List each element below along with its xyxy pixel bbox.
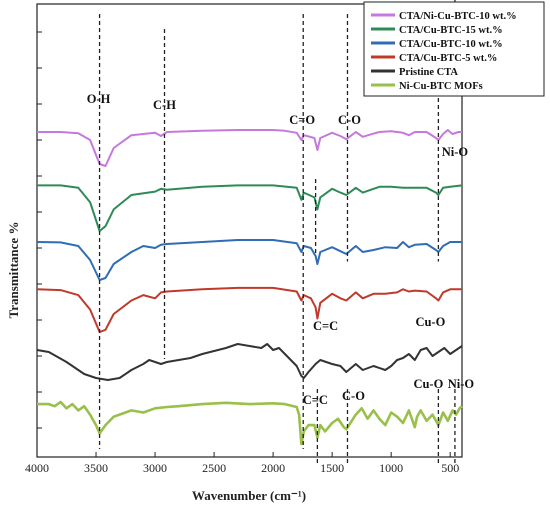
series-line bbox=[36, 286, 462, 333]
x-tick-label: 1500 bbox=[320, 461, 344, 475]
legend-label: CTA/Cu-BTC-10 wt.% bbox=[399, 39, 503, 50]
series-line bbox=[36, 343, 463, 381]
x-tick-label: 2000 bbox=[261, 461, 285, 475]
annotation-label: Cu-O bbox=[415, 315, 445, 329]
annotation-label: C-H bbox=[153, 98, 176, 112]
series-line bbox=[37, 129, 462, 167]
x-tick-label: 1000 bbox=[379, 461, 403, 475]
x-axis-title: Wavenumber (cm⁻¹) bbox=[192, 488, 306, 503]
legend-box bbox=[363, 1, 545, 97]
legend: CTA/Ni-Cu-BTC-10 wt.% CTA/Cu-BTC-15 wt.% C… bbox=[363, 1, 545, 97]
legend-label: Pristine CTA bbox=[399, 67, 458, 78]
legend-label: CTA/Cu-BTC-15 wt.% bbox=[399, 25, 503, 36]
legend-label: CTA/Cu-BTC-5 wt.% bbox=[399, 53, 497, 64]
series-line bbox=[36, 239, 462, 281]
legend-label: CTA/Ni-Cu-BTC-10 wt.% bbox=[399, 11, 517, 22]
annotation-label: C=C bbox=[313, 319, 338, 333]
x-tick-label: 500 bbox=[441, 461, 459, 475]
annotations-group: O-H C-H C=O C-O Ni-O C=C Cu-O C=C C-O Cu-O Ni-O bbox=[87, 0, 475, 464]
series-group bbox=[36, 129, 463, 446]
x-tick-label: 4000 bbox=[25, 461, 49, 475]
annotation-label: C=O bbox=[289, 113, 315, 127]
series-line bbox=[37, 184, 463, 232]
x-tick-label: 3000 bbox=[143, 461, 167, 475]
annotation-label: C=C bbox=[303, 393, 328, 407]
x-ticks: 4000 3500 3000 2500 2000 1500 1000 500 bbox=[25, 452, 459, 475]
annotation-label: Ni-O bbox=[448, 377, 475, 391]
legend-label: Ni-Cu-BTC MOFs bbox=[399, 81, 483, 92]
annotation-label: Cu-O bbox=[413, 377, 443, 391]
series-line bbox=[37, 400, 463, 446]
annotation-label: O-H bbox=[87, 92, 111, 106]
x-tick-label: 2500 bbox=[202, 461, 226, 475]
annotation-label: C-O bbox=[338, 113, 361, 127]
x-tick-label: 3500 bbox=[84, 461, 108, 475]
plot-frame bbox=[36, 3, 463, 458]
annotation-label: Ni-O bbox=[442, 145, 469, 159]
annotation-label: C-O bbox=[342, 389, 365, 403]
y-axis-title: Transmittance % bbox=[6, 222, 21, 319]
y-ticks bbox=[37, 31, 42, 429]
